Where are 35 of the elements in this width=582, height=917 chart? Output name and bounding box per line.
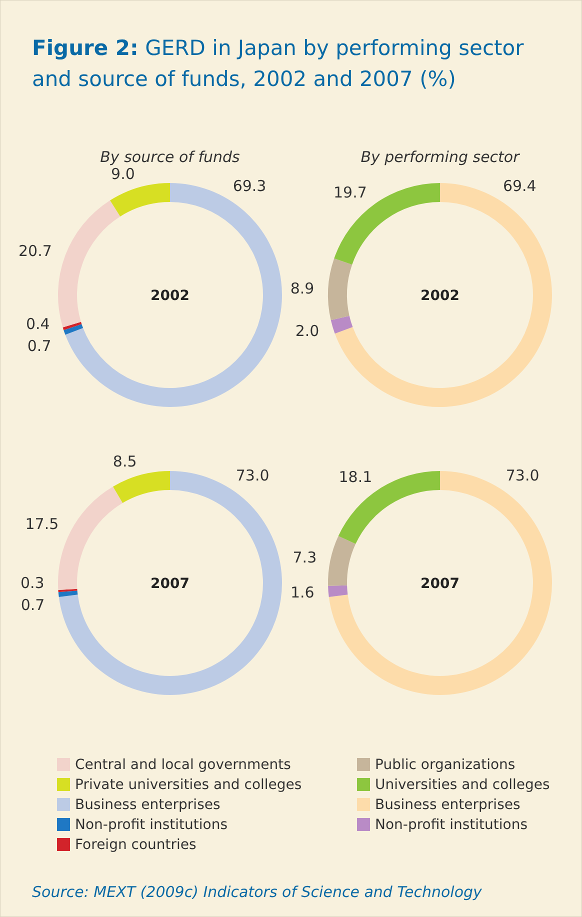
data-label: 20.7 [18,242,52,260]
data-label: 0.7 [27,337,52,356]
legend-label: Public organizations [375,757,516,773]
data-label: 73.0 [506,466,540,485]
legend-label: Private universities and colleges [75,777,302,793]
legend-label: Business enterprises [375,797,520,813]
slice-label: 2007 [420,576,460,592]
chart-subtitle: By source of funds [100,148,240,166]
legend-label: Business enterprises [75,797,220,813]
legend-label: Universities and colleges [375,777,550,793]
data-label: 2.0 [295,322,320,340]
data-label: 17.5 [25,515,59,534]
slice-label: 2002 [150,288,190,304]
data-label: 18.1 [338,468,372,486]
data-label: 0.4 [26,314,50,333]
legend-label: Central and local governments [75,757,291,773]
data-label: 1.6 [290,583,314,602]
data-label: 0.3 [20,574,44,592]
legend-label: Non-profit institutions [375,817,528,833]
data-label: 0.7 [20,596,45,614]
data-label: 69.3 [232,176,266,195]
source-note: Source: MEXT (2009c) Indicators of Science and Technology [32,883,484,901]
data-label: 8.5 [112,452,137,470]
data-label: 73.0 [236,466,270,485]
text: Figure 2: GERD in Japan by performing sector and source of funds, 2002 and 2007 (%) [32,36,524,91]
data-label: 8.9 [290,279,314,298]
data-label: 9.0 [111,164,135,183]
chart-subtitle: By performing sector [360,148,520,166]
data-label: 69.4 [502,176,536,195]
data-label: 19.7 [333,183,367,202]
data-label: 7.3 [292,548,317,566]
legend-label: Non-profit institutions [75,817,228,833]
slice-label: 2007 [150,576,190,592]
slice-label: 2002 [420,288,460,304]
legend-label: Foreign countries [75,837,196,853]
